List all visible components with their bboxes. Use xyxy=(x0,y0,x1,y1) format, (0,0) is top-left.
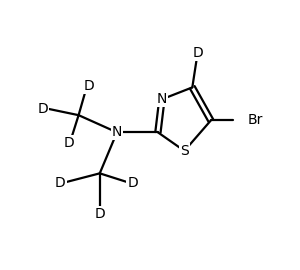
Text: D: D xyxy=(55,176,65,190)
Text: D: D xyxy=(192,46,203,60)
Text: Br: Br xyxy=(248,113,263,127)
Text: D: D xyxy=(94,207,105,221)
Text: N: N xyxy=(112,125,122,139)
Text: D: D xyxy=(64,136,75,150)
Text: D: D xyxy=(128,176,138,190)
Text: N: N xyxy=(157,92,167,106)
Text: S: S xyxy=(180,144,189,158)
Text: D: D xyxy=(38,102,48,116)
Text: D: D xyxy=(84,79,94,93)
